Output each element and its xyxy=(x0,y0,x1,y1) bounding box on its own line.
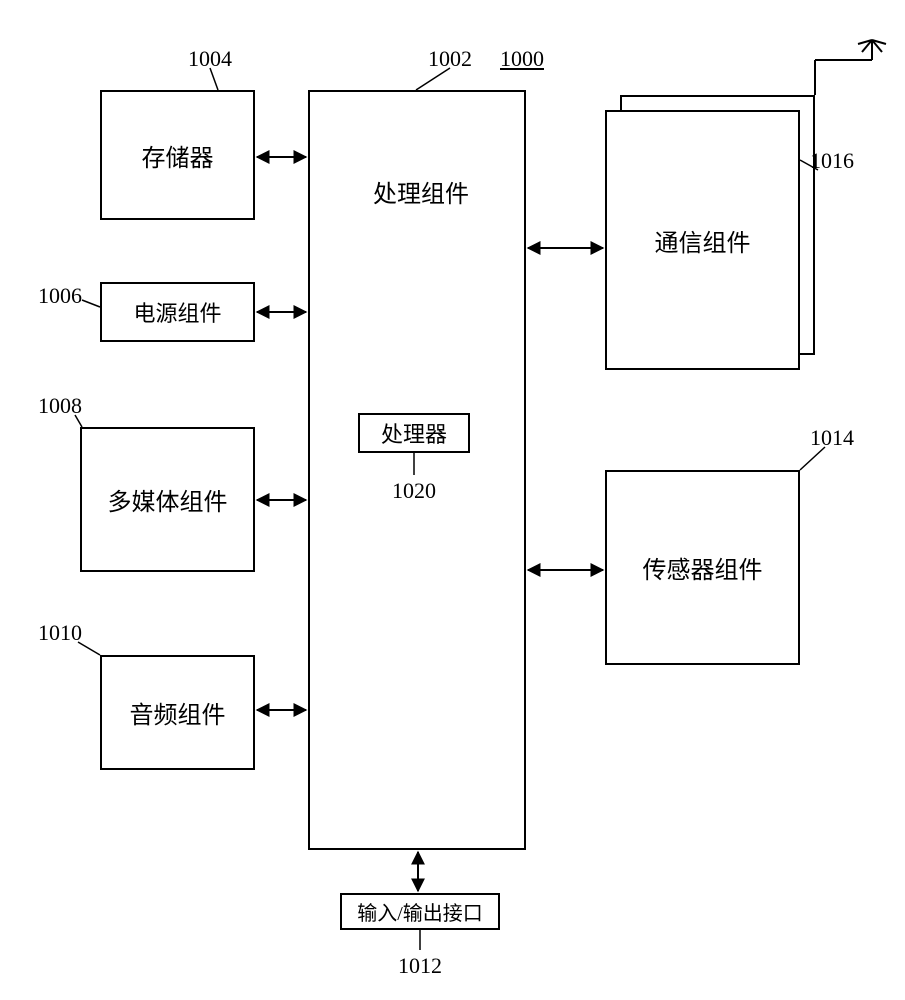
power-ref: 1006 xyxy=(38,283,82,309)
processing-label: 处理组件 xyxy=(373,174,469,209)
audio-block: 音频组件 xyxy=(100,655,255,770)
comm-ref: 1016 xyxy=(810,148,854,174)
audio-label: 音频组件 xyxy=(130,695,226,730)
audio-ref: 1010 xyxy=(38,620,82,646)
power-label: 电源组件 xyxy=(133,296,221,328)
processor-ref: 1020 xyxy=(392,478,436,504)
comm-block: 通信组件 xyxy=(605,110,800,370)
multimedia-label: 多媒体组件 xyxy=(108,482,228,517)
sensor-label: 传感器组件 xyxy=(643,550,763,585)
memory-ref: 1004 xyxy=(188,46,232,72)
memory-block: 存储器 xyxy=(100,90,255,220)
sensor-block: 传感器组件 xyxy=(605,470,800,665)
io-label: 输入/输出接口 xyxy=(357,897,483,926)
comm-label: 通信组件 xyxy=(655,223,751,258)
processing-ref: 1002 xyxy=(428,46,472,72)
power-block: 电源组件 xyxy=(100,282,255,342)
multimedia-ref: 1008 xyxy=(38,393,82,419)
lead-power xyxy=(82,300,100,307)
io-ref: 1012 xyxy=(398,953,442,979)
processor-label: 处理器 xyxy=(381,417,447,449)
memory-label: 存储器 xyxy=(142,138,214,173)
multimedia-block: 多媒体组件 xyxy=(80,427,255,572)
sensor-ref: 1014 xyxy=(810,425,854,451)
io-block: 输入/输出接口 xyxy=(340,893,500,930)
processor-block: 处理器 xyxy=(358,413,470,453)
antenna-icon xyxy=(815,40,886,95)
title-ref: 1000 xyxy=(500,46,544,72)
